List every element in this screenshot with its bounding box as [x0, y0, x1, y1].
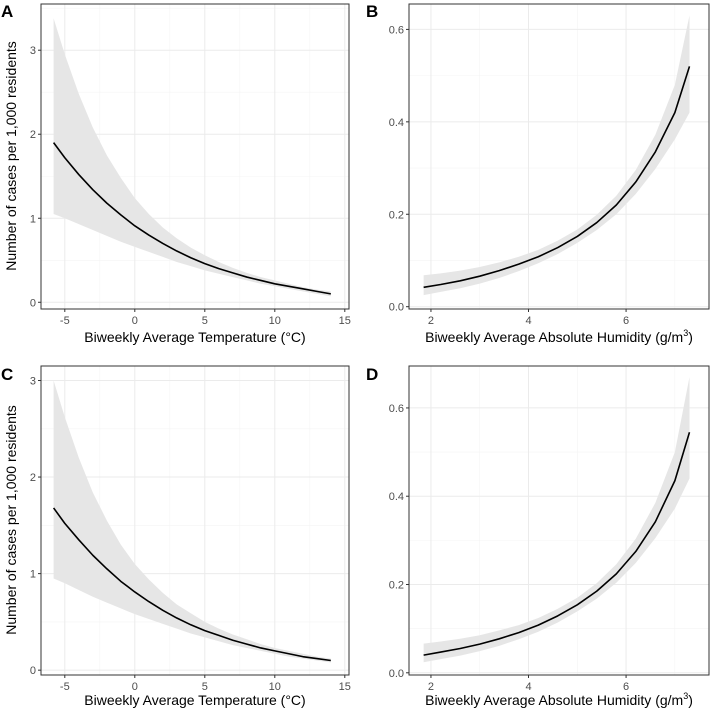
panel-d-x-title-main: Biweekly Average Absolute Humidity (g/m: [425, 692, 683, 708]
panel-a-x-title: Biweekly Average Temperature (°C): [84, 329, 305, 345]
panel-b-x-tick-label: 4: [525, 315, 531, 327]
panel-b-x-tick-label: 6: [623, 315, 629, 327]
panel-d: D Biweekly Average Absolute Humidity (g/…: [366, 365, 710, 708]
panel-c-border: [40, 365, 350, 676]
panel-a-border: [40, 3, 350, 310]
panel-b-x-title-main: Biweekly Average Absolute Humidity (g/m: [425, 329, 683, 345]
panel-c-y-tick-label: 3: [30, 375, 36, 387]
panel-b-y-tick-label: 0.4: [389, 117, 404, 129]
panel-a-y-tick-label: 2: [30, 129, 36, 141]
panel-d-x-tick-label: 4: [525, 681, 531, 693]
panel-a-y-tick-label: 3: [30, 45, 36, 57]
panel-d-y-tick-label: 0.2: [389, 580, 404, 592]
panel-b: B Biweekly Average Absolute Humidity (g/…: [366, 2, 710, 345]
panel-b-y-tick-label: 0.2: [389, 209, 404, 221]
panel-c-x-title: Biweekly Average Temperature (°C): [84, 692, 305, 708]
panel-c-x-tick-label: -5: [60, 681, 70, 693]
panel-d-y-tick-label: 0.4: [389, 491, 404, 503]
panel-c-label: C: [1, 365, 13, 384]
panel-d-x-title-end: ): [688, 692, 693, 708]
panel-c-y-title: Number of cases per 1,000 residents: [3, 405, 19, 635]
panel-a-confidence-band: [53, 18, 331, 297]
panel-c: C Biweekly Average Temperature (°C) Numb…: [1, 365, 351, 708]
panel-d-border: [408, 365, 710, 676]
panel-b-background: [409, 4, 709, 309]
panel-b-x-title: Biweekly Average Absolute Humidity (g/m3…: [425, 328, 693, 345]
panel-d-y-tick-label: 0.0: [389, 668, 404, 680]
panel-c-fitted-line: [52, 507, 331, 662]
panel-d-x-title-sup: 3: [683, 691, 688, 701]
panel-a-x-tick-label: 0: [132, 315, 138, 327]
panel-b-x-title-end: ): [688, 329, 693, 345]
panel-a-fitted-line: [52, 142, 331, 295]
panel-b-x-tick-label: 2: [428, 315, 434, 327]
panel-d-x-title: Biweekly Average Absolute Humidity (g/m3…: [425, 691, 693, 708]
panel-c-x-tick-label: 15: [339, 681, 351, 693]
panel-d-y-tick-label: 0.6: [389, 403, 404, 415]
panel-c-y-tick-label: 2: [30, 472, 36, 484]
panel-c-confidence-band: [53, 380, 331, 663]
panel-b-y-tick-label: 0.0: [389, 302, 404, 314]
panel-c-y-tick-label: 1: [30, 569, 36, 581]
panel-a-x-tick-label: -5: [60, 315, 70, 327]
panel-c-x-tick-label: 5: [202, 681, 208, 693]
panel-c-y-tick-label: 0: [30, 665, 36, 677]
panel-d-x-tick-label: 2: [428, 681, 434, 693]
panel-b-label: B: [366, 2, 378, 21]
panel-c-x-tick-label: 0: [132, 681, 138, 693]
panel-a-label: A: [1, 2, 13, 21]
panel-d-fitted-line: [423, 431, 691, 656]
panel-c-x-tick-label: 10: [269, 681, 281, 693]
panel-a-y-tick-label: 0: [30, 297, 36, 309]
panel-a-x-tick-label: 10: [269, 315, 281, 327]
panel-b-fitted-line: [423, 66, 691, 289]
panel-a-x-tick-label: 5: [202, 315, 208, 327]
panel-d-label: D: [366, 365, 378, 384]
panel-b-x-title-sup: 3: [683, 328, 688, 338]
panel-a-y-title: Number of cases per 1,000 residents: [3, 41, 19, 271]
panel-d-x-tick-label: 6: [623, 681, 629, 693]
panel-a: A Biweekly Average Temperature (°C) Numb…: [1, 2, 351, 345]
panel-a-x-tick-label: 15: [339, 315, 351, 327]
panel-b-y-tick-label: 0.6: [389, 24, 404, 36]
panel-b-border: [408, 3, 710, 310]
panel-a-y-tick-label: 1: [30, 213, 36, 225]
